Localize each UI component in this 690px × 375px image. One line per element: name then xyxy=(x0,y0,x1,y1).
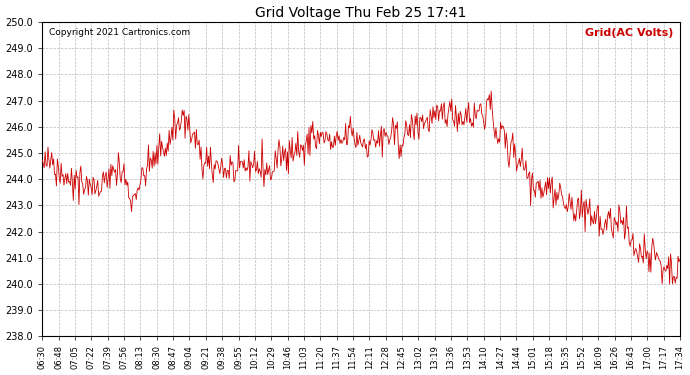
Text: Copyright 2021 Cartronics.com: Copyright 2021 Cartronics.com xyxy=(49,28,190,38)
Title: Grid Voltage Thu Feb 25 17:41: Grid Voltage Thu Feb 25 17:41 xyxy=(255,6,467,20)
Text: Grid(AC Volts): Grid(AC Volts) xyxy=(585,28,673,38)
